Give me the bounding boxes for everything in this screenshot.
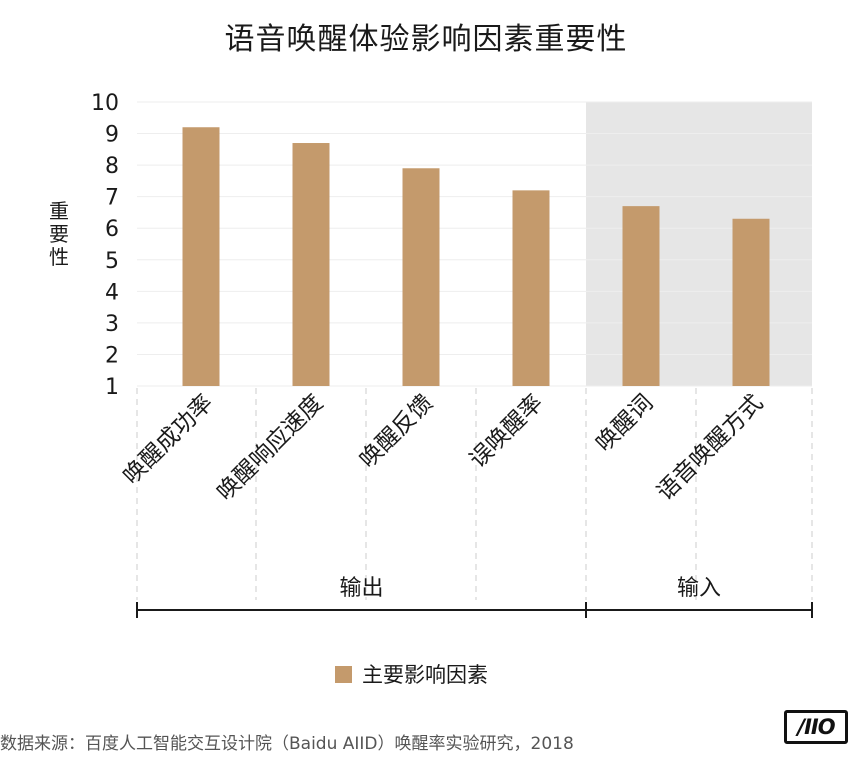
x-category-label: 语音唤醒方式 [652, 390, 768, 506]
chart-title: 语音唤醒体验影响因素重要性 [224, 22, 628, 57]
y-axis-label-char: 要 [49, 222, 69, 246]
y-tick-label: 5 [105, 249, 119, 274]
y-tick-label: 8 [105, 154, 119, 179]
legend: 主要影响因素 [335, 660, 488, 688]
x-category-label: 唤醒响应速度 [212, 390, 328, 506]
y-tick-label: 9 [105, 123, 119, 148]
y-tick-label: 4 [105, 280, 119, 305]
bar-3 [512, 190, 550, 386]
y-axis-label-char: 性 [49, 245, 69, 269]
bar-4 [622, 206, 660, 386]
y-tick-label: 1 [105, 375, 119, 400]
y-axis-label-char: 重 [49, 199, 69, 223]
group-label-0: 输出 [339, 576, 383, 601]
x-category-label: 唤醒词 [591, 390, 658, 457]
y-tick-label: 3 [105, 312, 119, 337]
group-label-1: 输入 [677, 576, 721, 601]
x-category-label: 误唤醒率 [465, 390, 548, 473]
bar-2 [402, 168, 440, 386]
x-category-label: 唤醒成功率 [119, 390, 219, 490]
group-shade-1 [586, 102, 812, 386]
legend-swatch [335, 665, 352, 683]
source-note: 数据来源：百度人工智能交互设计院（Baidu AIID）唤醒率实验研究，2018 [0, 734, 574, 754]
x-category-label: 唤醒反馈 [355, 390, 438, 473]
y-tick-label: 7 [105, 186, 119, 211]
y-tick-label: 2 [105, 343, 119, 368]
bar-5 [732, 218, 770, 386]
y-axis-label: 重要性 [44, 200, 74, 269]
legend-label: 主要影响因素 [362, 663, 488, 687]
y-tick-label: 10 [91, 91, 119, 116]
aiid-logo: /IIO [784, 710, 848, 744]
bar-1 [292, 143, 330, 386]
bar-0 [182, 127, 220, 386]
y-tick-label: 6 [105, 217, 119, 242]
